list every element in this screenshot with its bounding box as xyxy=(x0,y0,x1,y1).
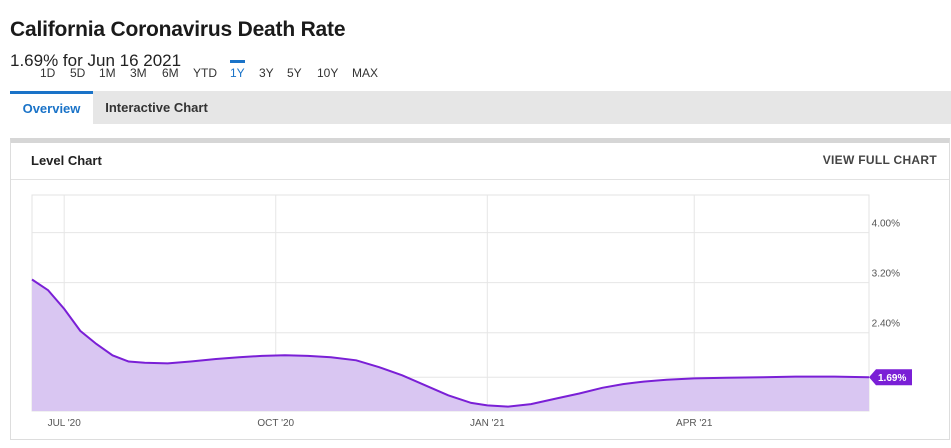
x-tick-label: OCT '20 xyxy=(257,418,294,429)
current-value-subtitle: 1.69% for Jun 16 2021 xyxy=(10,51,182,70)
range-ytd[interactable]: YTD xyxy=(193,66,217,80)
y-axis-labels: 4.00% 3.20% 2.40% xyxy=(872,219,900,330)
page-title: California Coronavirus Death Rate xyxy=(10,18,346,41)
panel-title: Level Chart xyxy=(31,153,102,168)
y-tick-label: 2.40% xyxy=(872,319,900,330)
value-badge-shape xyxy=(869,369,912,386)
current-value-badge: 1.69% xyxy=(869,369,912,386)
area-fill xyxy=(32,279,869,411)
panel-header: Level Chart VIEW FULL CHART xyxy=(11,143,949,180)
range-1m[interactable]: 1M xyxy=(99,66,116,80)
series-line xyxy=(31,278,870,408)
range-3y[interactable]: 3Y xyxy=(259,66,274,80)
range-6m[interactable]: 6M xyxy=(162,66,179,80)
range-1y[interactable]: 1Y xyxy=(230,60,245,80)
x-axis-labels: JUL '20 OCT '20 JAN '21 APR '21 xyxy=(48,418,713,429)
view-full-chart-link[interactable]: VIEW FULL CHART xyxy=(822,153,937,167)
value-badge-label: 1.69% xyxy=(878,373,906,384)
y-tick-label: 4.00% xyxy=(872,219,900,230)
tab-overview[interactable]: Overview xyxy=(10,91,93,124)
x-tick-label: JAN '21 xyxy=(470,418,505,429)
range-10y[interactable]: 10Y xyxy=(317,66,339,80)
range-max[interactable]: MAX xyxy=(352,66,379,80)
range-5d[interactable]: 5D xyxy=(70,66,86,80)
range-1d[interactable]: 1D xyxy=(40,66,56,80)
y-tick-label: 3.20% xyxy=(872,269,900,280)
tab-bar: Overview Interactive Chart xyxy=(10,91,951,124)
x-tick-label: JUL '20 xyxy=(48,418,82,429)
range-5y[interactable]: 5Y xyxy=(287,66,302,80)
x-tick-label: APR '21 xyxy=(676,418,713,429)
range-3m[interactable]: 3M xyxy=(130,66,147,80)
tab-interactive-chart[interactable]: Interactive Chart xyxy=(105,100,208,115)
